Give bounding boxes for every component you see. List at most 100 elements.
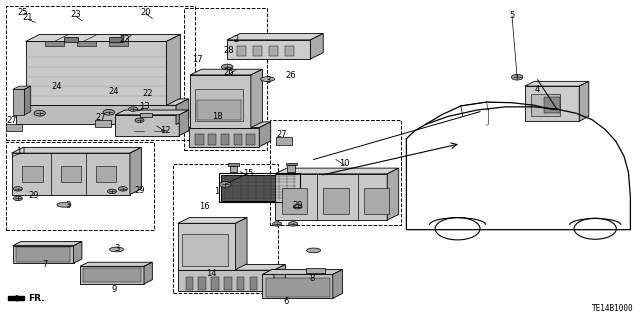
Text: 5: 5 [509,11,515,20]
Bar [270,120,401,225]
Bar [221,175,298,201]
Bar [109,41,128,46]
Bar [211,277,219,290]
Text: 10: 10 [339,159,349,168]
Polygon shape [236,218,247,270]
Bar [109,37,123,42]
Polygon shape [115,110,189,115]
Bar [197,100,241,120]
Bar [224,277,232,290]
Text: 29: 29 [134,186,145,195]
Circle shape [273,222,282,226]
Text: 27: 27 [276,130,287,139]
Bar [26,41,166,105]
Polygon shape [275,168,399,174]
Polygon shape [310,33,323,59]
Polygon shape [24,86,31,115]
Circle shape [13,187,22,191]
Bar [190,75,251,128]
Text: 20: 20 [141,8,151,17]
Bar [364,188,389,214]
Bar [22,166,43,182]
Polygon shape [251,69,262,128]
Text: TE14B1000: TE14B1000 [592,304,634,313]
Bar [266,278,330,297]
Ellipse shape [57,203,71,207]
Text: 29: 29 [28,191,38,200]
Bar [6,124,22,131]
Bar [195,134,204,145]
Bar [16,247,70,262]
Bar [83,268,141,282]
Bar [16,105,176,124]
Circle shape [34,110,45,116]
Polygon shape [80,262,152,266]
Ellipse shape [260,77,275,82]
Bar [61,166,81,182]
Bar [45,41,64,46]
Bar [250,277,257,290]
Bar [219,173,300,202]
Bar [544,97,560,113]
Bar [208,134,216,145]
Bar [64,37,78,42]
Bar [95,120,111,127]
Polygon shape [12,147,141,153]
Polygon shape [387,168,399,220]
Bar [269,46,278,56]
Circle shape [511,74,523,80]
Text: 27: 27 [6,116,17,125]
Text: 8: 8 [310,274,315,283]
Bar [228,163,239,166]
Circle shape [108,189,116,194]
Text: 28: 28 [224,46,234,55]
Bar [6,6,195,140]
Bar [227,40,310,59]
Circle shape [221,64,233,70]
Text: 3: 3 [66,201,71,210]
Text: 22: 22 [142,89,152,98]
Text: 24: 24 [108,87,118,96]
Text: 26: 26 [286,71,296,80]
Text: 27: 27 [96,113,106,122]
Bar [306,268,325,273]
Text: 3: 3 [115,244,120,253]
Polygon shape [74,241,82,263]
Text: FR.: FR. [28,294,45,303]
Polygon shape [13,86,31,89]
Bar [237,277,244,290]
Polygon shape [262,270,342,274]
Text: 7: 7 [42,260,47,269]
Bar [80,266,144,284]
Bar [237,46,246,56]
Bar [287,165,295,172]
Text: 21: 21 [22,13,33,22]
Text: 14: 14 [206,269,216,278]
Polygon shape [274,264,285,291]
Polygon shape [579,81,589,121]
Polygon shape [190,69,262,75]
Ellipse shape [307,248,321,253]
Bar [173,164,278,293]
Circle shape [220,182,231,187]
Text: 18: 18 [212,112,223,121]
Bar [246,134,255,145]
Circle shape [135,118,144,122]
Bar [195,89,243,121]
Text: 13: 13 [139,102,149,111]
Text: 3: 3 [265,76,270,85]
Bar [323,188,349,214]
Bar [234,134,242,145]
Bar [221,134,229,145]
Bar [182,234,228,266]
Circle shape [118,187,127,191]
Bar [525,86,579,121]
Bar [77,41,96,46]
Text: 26: 26 [224,68,234,77]
Text: 15: 15 [243,169,253,178]
Bar [198,277,206,290]
Text: 23: 23 [70,10,81,19]
Polygon shape [259,122,271,147]
Circle shape [13,196,22,201]
Polygon shape [227,33,323,40]
